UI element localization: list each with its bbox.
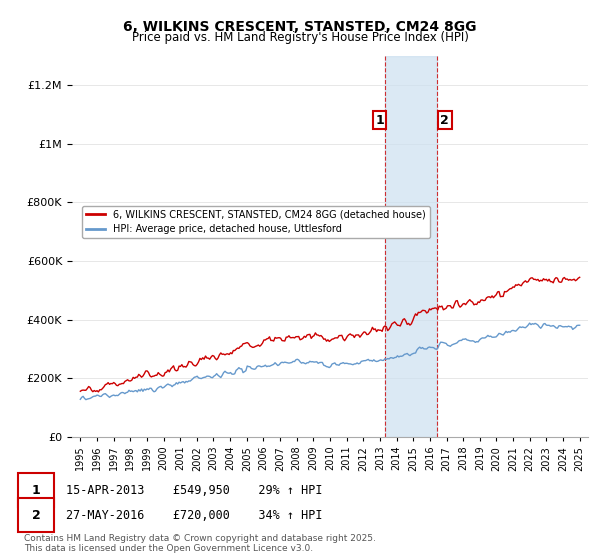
Text: 1: 1 bbox=[32, 484, 40, 497]
Text: 27-MAY-2016    £720,000    34% ↑ HPI: 27-MAY-2016 £720,000 34% ↑ HPI bbox=[66, 509, 323, 522]
Text: 15-APR-2013    £549,950    29% ↑ HPI: 15-APR-2013 £549,950 29% ↑ HPI bbox=[66, 484, 323, 497]
Text: Price paid vs. HM Land Registry's House Price Index (HPI): Price paid vs. HM Land Registry's House … bbox=[131, 31, 469, 44]
Legend: 6, WILKINS CRESCENT, STANSTED, CM24 8GG (detached house), HPI: Average price, de: 6, WILKINS CRESCENT, STANSTED, CM24 8GG … bbox=[82, 206, 430, 238]
Text: 2: 2 bbox=[440, 114, 449, 127]
Text: 2: 2 bbox=[32, 509, 40, 522]
Bar bbox=[385, 56, 437, 437]
Text: 6, WILKINS CRESCENT, STANSTED, CM24 8GG: 6, WILKINS CRESCENT, STANSTED, CM24 8GG bbox=[123, 20, 477, 34]
Text: Contains HM Land Registry data © Crown copyright and database right 2025.
This d: Contains HM Land Registry data © Crown c… bbox=[24, 534, 376, 553]
Text: 1: 1 bbox=[375, 114, 384, 127]
